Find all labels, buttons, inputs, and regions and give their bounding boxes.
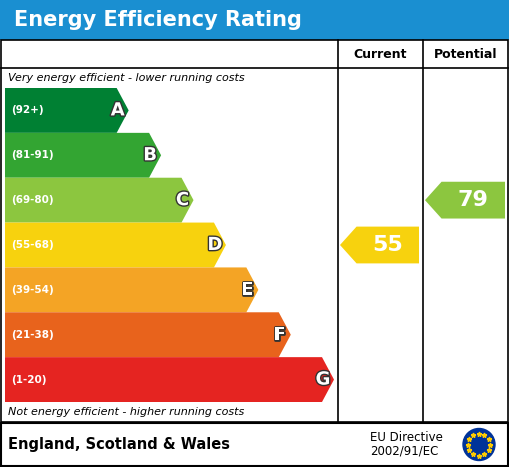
Polygon shape (5, 268, 259, 312)
Polygon shape (5, 178, 193, 223)
Text: England, Scotland & Wales: England, Scotland & Wales (8, 437, 230, 452)
Text: F: F (274, 325, 286, 344)
Bar (0, 0, 509, 40)
Text: (92+): (92+) (11, 106, 44, 115)
Polygon shape (5, 133, 161, 178)
Text: (55-68): (55-68) (11, 240, 54, 250)
Text: (21-38): (21-38) (11, 330, 54, 340)
Text: (39-54): (39-54) (11, 285, 54, 295)
Polygon shape (5, 88, 129, 133)
Polygon shape (5, 357, 334, 402)
Text: 79: 79 (458, 190, 489, 210)
Text: Not energy efficient - higher running costs: Not energy efficient - higher running co… (8, 407, 244, 417)
Text: EU Directive: EU Directive (370, 431, 443, 444)
Polygon shape (340, 226, 419, 263)
Polygon shape (5, 223, 226, 268)
Text: B: B (143, 146, 157, 164)
Bar (1, 40, 508, 422)
Text: A: A (111, 101, 125, 120)
Text: Energy Efficiency Rating: Energy Efficiency Rating (14, 10, 302, 30)
Text: 2002/91/EC: 2002/91/EC (370, 445, 438, 458)
Text: (1-20): (1-20) (11, 375, 46, 384)
Polygon shape (5, 312, 291, 357)
Text: G: G (316, 371, 330, 389)
Text: Current: Current (354, 48, 407, 61)
Text: E: E (241, 281, 253, 299)
Text: (69-80): (69-80) (11, 195, 53, 205)
Text: D: D (208, 236, 222, 254)
Text: (81-91): (81-91) (11, 150, 53, 160)
Text: Very energy efficient - lower running costs: Very energy efficient - lower running co… (8, 73, 245, 83)
Polygon shape (425, 182, 505, 219)
Text: C: C (176, 191, 189, 209)
Bar (1, 423, 508, 466)
Text: Potential: Potential (434, 48, 498, 61)
Circle shape (463, 429, 495, 460)
Text: 55: 55 (373, 235, 403, 255)
